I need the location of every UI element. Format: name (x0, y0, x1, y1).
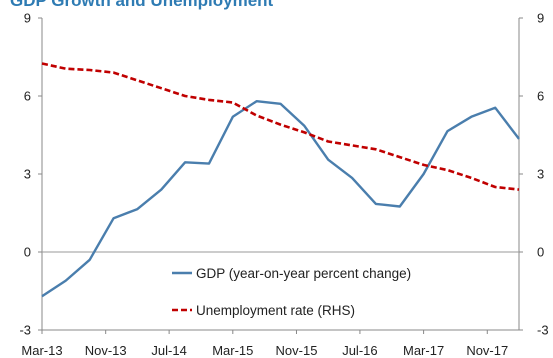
x-tick-label: Mar-15 (212, 343, 253, 358)
x-tick-label: Nov-15 (276, 343, 318, 358)
x-tick-label: Nov-13 (85, 343, 127, 358)
right-y-tick-label: 0 (537, 245, 544, 260)
series-line-1 (41, 62, 520, 191)
right-y-tick-label: -3 (537, 323, 549, 338)
right-y-tick-label: 3 (537, 167, 544, 182)
x-tick-label: Mar-13 (21, 343, 62, 358)
series-line-0 (41, 99, 520, 298)
left-y-tick-label: 0 (24, 245, 31, 260)
legend-label-0: GDP (year-on-year percent change) (196, 266, 411, 281)
left-y-tick-label: 3 (24, 167, 31, 182)
chart-title: GDP Growth and Unemployment (10, 0, 274, 10)
right-y-tick-label: 9 (537, 11, 544, 26)
x-tick-label: Jul-16 (342, 343, 377, 358)
left-y-tick-label: 6 (24, 89, 31, 104)
x-tick-label: Mar-17 (403, 343, 444, 358)
left-y-tick-label: -3 (19, 323, 31, 338)
x-tick-label: Jul-14 (151, 343, 186, 358)
legend-label-1: Unemployment rate (RHS) (196, 303, 355, 318)
left-y-tick-label: 9 (24, 11, 31, 26)
right-y-tick-label: 6 (537, 89, 544, 104)
x-tick-label: Nov-17 (466, 343, 508, 358)
